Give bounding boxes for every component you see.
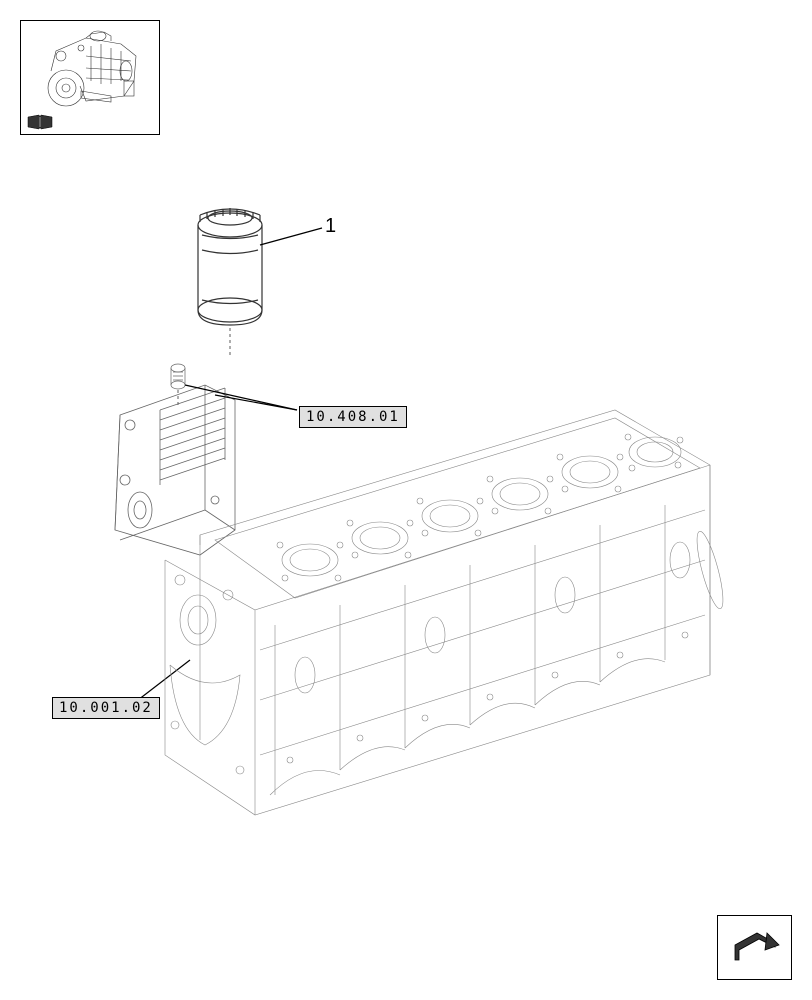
reference-engine-block[interactable]: 10.001.02 [52,697,160,719]
parts-diagram [60,200,760,900]
thumbnail-box [20,20,160,135]
engine-block-part [165,410,728,815]
reference-heat-exchanger[interactable]: 10.408.01 [299,406,407,428]
arrow-right-icon [727,925,782,970]
callout-1: 1 [325,215,336,238]
engine-thumbnail-icon [36,26,151,111]
book-icon [26,113,54,131]
heat-exchanger-part [115,385,235,555]
oil-filter-part [198,208,262,325]
nav-next-button[interactable] [717,915,792,980]
